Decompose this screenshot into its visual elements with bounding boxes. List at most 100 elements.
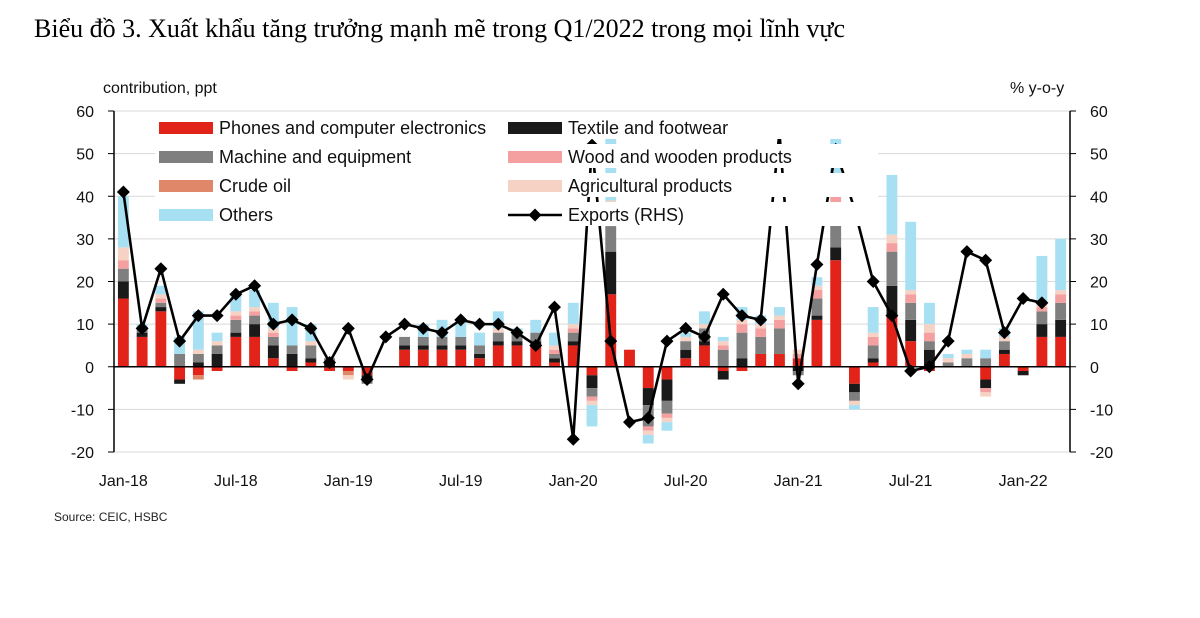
bar-segment — [305, 341, 317, 346]
exports-point — [323, 355, 337, 369]
bar-segment — [980, 358, 992, 367]
bar-segment — [1055, 336, 1067, 367]
bar-segment — [417, 336, 429, 346]
y-tick-label-left: 40 — [76, 189, 94, 206]
bar-segment — [642, 434, 654, 444]
bar-segment — [286, 366, 298, 372]
bar-segment — [192, 375, 204, 380]
bar-segment — [492, 345, 504, 367]
bar-segment — [586, 405, 598, 427]
bar-segment — [530, 319, 542, 333]
bar-segment — [1055, 290, 1067, 295]
bar-segment — [567, 324, 579, 329]
bar-segment — [474, 332, 485, 346]
bar-segment — [249, 290, 261, 308]
bar-segment — [436, 336, 448, 346]
legend-item-bg — [155, 115, 529, 139]
bar-segment — [267, 302, 279, 329]
bar-segment — [1017, 366, 1029, 372]
bar-segment — [792, 349, 804, 354]
bar-segment — [642, 366, 654, 389]
bar-segment — [174, 379, 186, 384]
exports-point — [791, 377, 805, 391]
exports-point — [379, 330, 393, 344]
legend-item-bg — [155, 173, 529, 197]
bar-segment — [774, 315, 785, 320]
exports-point — [679, 321, 693, 335]
exports-point — [660, 334, 674, 348]
bar-segment — [848, 392, 860, 401]
bar-segment — [680, 336, 692, 342]
bar-segment — [155, 302, 167, 308]
bar-segment — [567, 328, 579, 333]
bar-segment — [530, 332, 542, 342]
bar-segment — [342, 375, 354, 380]
y-tick-label-left: 30 — [76, 232, 94, 249]
bar-segment — [980, 392, 992, 397]
y-tick-label-right: 30 — [1090, 232, 1108, 249]
exports-point — [266, 317, 280, 331]
bar-segment — [661, 366, 673, 380]
legend-item-bg — [504, 202, 878, 226]
bar-segment — [886, 315, 898, 367]
bar-segment — [830, 247, 842, 261]
exports-point — [810, 257, 824, 271]
bar-segment — [811, 290, 823, 299]
bar-segment — [942, 362, 954, 367]
bar-segment — [905, 319, 917, 342]
bar-segment — [961, 358, 973, 367]
bar-segment — [830, 204, 842, 248]
bar-segment — [792, 353, 804, 359]
bar-segment — [455, 336, 467, 346]
bar-segment — [699, 345, 710, 367]
bar-segment — [305, 358, 317, 363]
bar-segment — [549, 358, 560, 363]
bar-segment — [567, 345, 579, 367]
bar-segment — [830, 260, 842, 367]
bar-segment — [117, 247, 129, 261]
exports-point — [304, 321, 318, 335]
y-tick-label-right: -20 — [1090, 445, 1113, 462]
bar-segment — [249, 336, 261, 367]
bar-segment — [774, 353, 785, 367]
bar-segment — [699, 311, 710, 325]
bar-segment — [680, 358, 692, 367]
bar-segment — [230, 294, 242, 312]
bar-segment — [192, 362, 204, 367]
bar-segment — [886, 285, 898, 316]
bar-segment — [492, 341, 504, 346]
legend-item-bg — [155, 202, 529, 226]
bar-segment — [605, 251, 617, 295]
bar-segment — [211, 345, 223, 354]
y-tick-label-right: 0 — [1090, 360, 1099, 377]
bar-segment — [492, 332, 504, 342]
bar-segment — [249, 311, 261, 316]
exports-point — [360, 373, 374, 387]
bar-segment — [117, 298, 129, 367]
legend-item-bg — [155, 144, 529, 168]
bar-segment — [455, 345, 467, 350]
exports-point — [716, 287, 730, 301]
bar-segment — [399, 349, 410, 367]
bar-segment — [361, 366, 373, 376]
bar-segment — [567, 302, 579, 325]
x-tick-label: Jul-21 — [889, 473, 933, 490]
bar-segment — [811, 319, 823, 367]
bar-segment — [436, 345, 448, 350]
bar-segment — [417, 345, 429, 350]
bar-segment — [586, 388, 598, 397]
y-tick-label-right: -10 — [1090, 402, 1113, 419]
bar-segment — [549, 345, 560, 350]
exports-point — [116, 185, 130, 199]
legend-label: Exports (RHS) — [568, 205, 684, 225]
bar-segment — [736, 366, 748, 372]
exports-point — [154, 262, 168, 276]
bar-segment — [848, 405, 860, 410]
exports-point — [510, 326, 524, 340]
bar-segment — [830, 191, 842, 205]
exports-point — [941, 334, 955, 348]
bar-segment — [980, 349, 992, 359]
bar-segment — [717, 349, 729, 367]
bar-segment — [586, 366, 598, 376]
